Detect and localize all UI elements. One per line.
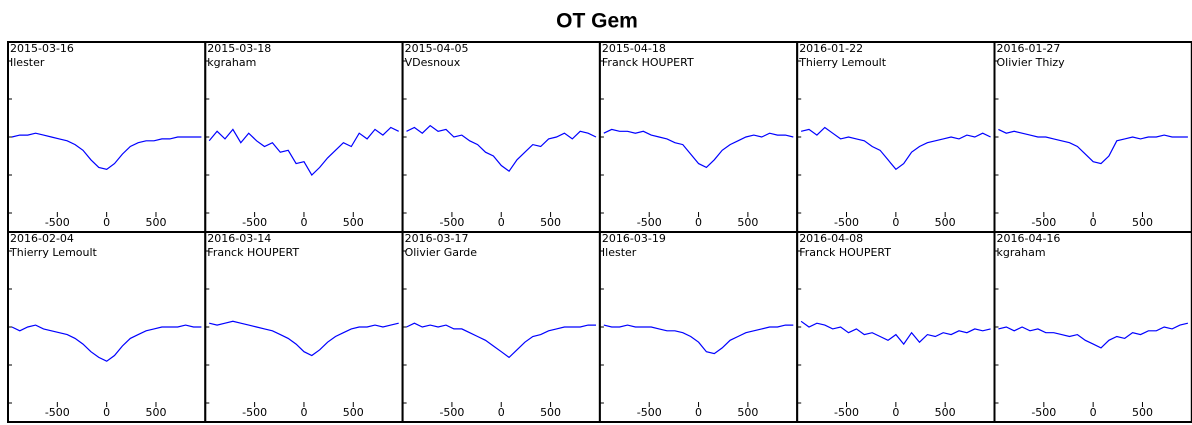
x-tick-label: -500	[45, 216, 70, 229]
panel-date: 2016-02-04	[10, 232, 74, 245]
x-tick-label: -500	[637, 406, 662, 419]
spectrum-line	[603, 128, 794, 169]
x-tick-label: -500	[45, 406, 70, 419]
panel-date: 2016-03-19	[602, 232, 666, 245]
x-tick-label: -500	[242, 406, 267, 419]
spectrum-line	[208, 126, 399, 176]
spectrum-line	[800, 320, 991, 346]
panel-observer: Franck HOUPERT	[799, 246, 891, 259]
x-tick-label: 0	[1090, 216, 1097, 229]
panel-frame	[401, 41, 601, 233]
panel-date: 2016-03-17	[405, 232, 469, 245]
panel-date: 2016-04-08	[799, 232, 863, 245]
x-tick-label: -500	[439, 216, 464, 229]
panel-frame	[993, 41, 1192, 233]
panel-observer: VDesnoux	[405, 56, 461, 69]
x-tick-label: -500	[834, 406, 859, 419]
chart-title: OT Gem	[556, 10, 638, 33]
panel-frame	[204, 41, 404, 233]
x-tick-label: -500	[1031, 216, 1056, 229]
panel-frame	[598, 231, 799, 423]
panel-observer: Ilester	[10, 56, 45, 69]
x-tick-label: 500	[145, 216, 166, 229]
x-tick-label: 500	[343, 406, 364, 419]
spectrum-line	[209, 320, 399, 357]
x-tick-label: 0	[498, 216, 505, 229]
x-tick-label: 0	[103, 216, 110, 229]
spectrum-line	[406, 322, 596, 359]
x-tick-label: 0	[695, 406, 702, 419]
spectrum-line	[11, 324, 202, 362]
panel-observer: Thierry Lemoult	[798, 56, 887, 69]
panel-observer: Olivier Thizy	[997, 56, 1066, 69]
x-tick-label: 500	[343, 216, 364, 229]
panel-frame	[993, 231, 1192, 423]
spectrum-line	[998, 322, 1189, 349]
x-tick-label: -500	[637, 216, 662, 229]
x-tick-label: 0	[103, 406, 110, 419]
panel-date: 2015-03-16	[10, 42, 74, 55]
x-tick-label: 500	[737, 406, 758, 419]
panel-observer: kgraham	[207, 56, 256, 69]
panel-date: 2016-01-22	[799, 42, 863, 55]
x-tick-label: -500	[1031, 406, 1056, 419]
panel-frame	[796, 231, 996, 423]
panel-observer: Ilester	[602, 246, 637, 259]
x-tick-label: 500	[1132, 406, 1153, 419]
x-tick-label: 500	[737, 216, 758, 229]
panel-observer: kgraham	[997, 246, 1046, 259]
panel-date: 2015-04-18	[602, 42, 666, 55]
x-tick-label: -500	[439, 406, 464, 419]
panel-date: 2015-04-05	[405, 42, 469, 55]
panel-date: 2016-01-27	[997, 42, 1061, 55]
panel-frame	[796, 41, 996, 233]
spectrum-line	[603, 324, 794, 355]
panel-frame	[7, 41, 207, 233]
x-tick-label: 0	[892, 406, 899, 419]
panel-observer: Olivier Garde	[405, 246, 478, 259]
x-tick-label: 0	[892, 216, 899, 229]
panel-date: 2016-03-14	[207, 232, 271, 245]
spectrum-line	[800, 126, 991, 171]
x-tick-label: 500	[1132, 216, 1153, 229]
x-tick-label: 0	[300, 406, 307, 419]
x-tick-label: -500	[834, 216, 859, 229]
x-tick-label: 500	[145, 406, 166, 419]
panel-observer: Franck HOUPERT	[602, 56, 694, 69]
spectrum-line	[11, 132, 202, 170]
panel-observer: Thierry Lemoult	[9, 246, 98, 259]
x-tick-label: 0	[1090, 406, 1097, 419]
panel-frame	[598, 41, 799, 233]
x-tick-label: 500	[935, 216, 956, 229]
x-tick-label: 0	[300, 216, 307, 229]
x-tick-label: -500	[242, 216, 267, 229]
x-tick-label: 500	[540, 216, 561, 229]
panel-observer: Franck HOUPERT	[207, 246, 299, 259]
spectrum-line	[406, 124, 597, 173]
panel-date: 2015-03-18	[207, 42, 271, 55]
panel-frame	[204, 231, 404, 423]
x-tick-label: 0	[695, 216, 702, 229]
panel-date: 2016-04-16	[997, 232, 1061, 245]
x-tick-label: 500	[540, 406, 561, 419]
spectrum-line	[998, 128, 1188, 165]
x-tick-label: 500	[935, 406, 956, 419]
x-tick-label: 0	[498, 406, 505, 419]
